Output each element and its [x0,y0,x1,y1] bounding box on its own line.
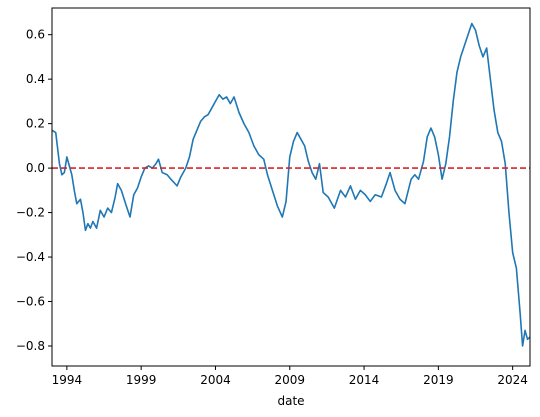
y-tick-label: −0.6 [16,295,45,309]
y-tick-label: −0.2 [16,206,45,220]
x-axis: 1994 1999 2004 2009 2014 2019 2024 [52,366,528,387]
y-tick-label: 0.0 [26,161,45,175]
y-tick-label: −0.8 [16,339,45,353]
y-tick-label: −0.4 [16,250,45,264]
x-tick-label: 2019 [423,373,454,387]
x-tick-label: 2024 [497,373,528,387]
x-tick-label: 1994 [52,373,83,387]
x-tick-label: 2009 [274,373,305,387]
x-tick-label: 2004 [200,373,231,387]
plot-frame [51,7,531,367]
y-tick-label: 0.4 [26,72,45,86]
x-axis-title: date [277,394,304,408]
series-line [51,22,531,347]
y-tick-label: 0.2 [26,117,45,131]
y-axis: 0.6 0.4 0.2 0.0 −0.2 −0.4 −0.6 −0.8 [16,28,52,353]
data-layer [51,22,531,347]
y-tick-label: 0.6 [26,28,45,42]
x-tick-label: 1999 [126,373,157,387]
x-tick-label: 2014 [349,373,380,387]
